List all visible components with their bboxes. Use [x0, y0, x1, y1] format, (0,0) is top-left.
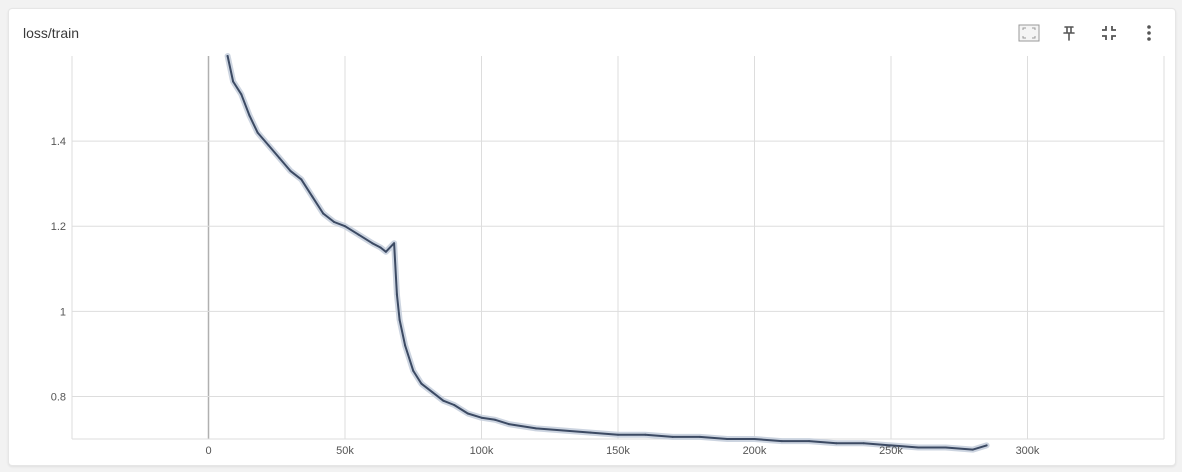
- data-point: [494, 418, 497, 421]
- pin-button[interactable]: [1049, 21, 1089, 45]
- series-layer: [224, 53, 990, 453]
- x-tick-label: 300k: [1016, 445, 1040, 457]
- data-point: [300, 178, 303, 181]
- tick-label-layer: 0 50k 100k 150k 200k 250k 300k 0.8 1 1.2 1.4: [51, 136, 1040, 457]
- x-tick-label: 0: [205, 445, 211, 457]
- data-point: [226, 55, 229, 57]
- data-point: [256, 131, 259, 134]
- data-point: [466, 412, 469, 415]
- data-point: [808, 440, 811, 443]
- data-point: [644, 433, 647, 436]
- data-point: [535, 427, 538, 430]
- fit-domain-icon: [1018, 24, 1040, 42]
- data-point: [311, 195, 314, 198]
- data-point: [412, 369, 415, 372]
- data-point: [240, 93, 243, 96]
- collapse-icon: [1101, 25, 1117, 41]
- data-point: [971, 448, 974, 451]
- y-tick-label: 1: [60, 306, 66, 318]
- data-point: [890, 444, 892, 447]
- data-point: [480, 416, 483, 419]
- data-point: [431, 391, 434, 394]
- data-point: [442, 399, 445, 402]
- y-tick-label: 1.2: [51, 221, 66, 233]
- data-point: [507, 423, 510, 426]
- data-point: [862, 442, 865, 445]
- data-point: [617, 433, 619, 436]
- data-point: [835, 442, 838, 445]
- data-point: [379, 246, 382, 249]
- data-point: [398, 318, 401, 321]
- data-point: [384, 250, 387, 253]
- x-tick-label: 200k: [743, 445, 767, 457]
- data-point: [698, 435, 701, 438]
- data-point: [944, 446, 947, 449]
- data-point: [780, 440, 783, 443]
- data-point: [562, 429, 565, 432]
- grid-layer: [71, 56, 1165, 440]
- more-vert-icon: [1146, 24, 1152, 42]
- data-point: [589, 431, 592, 434]
- data-point: [753, 438, 756, 440]
- data-point: [248, 114, 251, 117]
- x-tick-label: 50k: [336, 445, 354, 457]
- card-toolbar: [1009, 21, 1169, 45]
- data-point: [278, 157, 281, 160]
- data-point: [671, 435, 674, 438]
- chart-title: loss/train: [23, 25, 80, 41]
- pin-icon: [1062, 25, 1076, 41]
- data-point: [333, 220, 336, 223]
- data-point: [371, 242, 374, 245]
- chart-card: loss/train: [8, 8, 1176, 466]
- collapse-button[interactable]: [1089, 21, 1129, 45]
- data-point: [453, 403, 456, 406]
- data-point: [420, 382, 423, 385]
- data-point: [726, 438, 729, 440]
- x-tick-label: 150k: [606, 445, 630, 457]
- fit-domain-button[interactable]: [1009, 21, 1049, 45]
- more-options-button[interactable]: [1129, 21, 1169, 45]
- data-point: [322, 212, 325, 215]
- data-point: [344, 225, 346, 228]
- data-point: [357, 233, 360, 236]
- data-point: [917, 446, 920, 449]
- y-tick-label: 0.8: [51, 391, 66, 403]
- data-point: [404, 344, 407, 347]
- data-point: [393, 242, 396, 245]
- smoothed-series-line: [226, 55, 988, 451]
- raw-series-band: [224, 53, 990, 453]
- x-tick-label: 250k: [879, 445, 903, 457]
- data-point: [395, 293, 398, 296]
- data-point: [289, 169, 292, 172]
- data-point: [267, 144, 270, 147]
- data-point: [985, 444, 988, 447]
- data-point: [232, 80, 235, 83]
- x-tick-label: 100k: [470, 445, 494, 457]
- y-tick-label: 1.4: [51, 136, 66, 148]
